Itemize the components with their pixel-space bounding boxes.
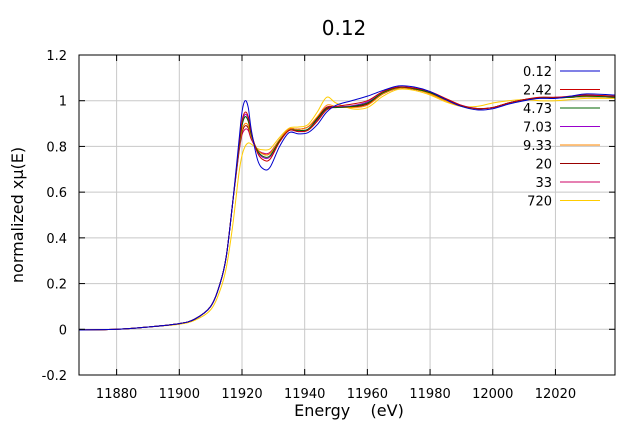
legend-label-2.42: 2.42 xyxy=(523,84,552,99)
y-tick-label: 1.2 xyxy=(46,49,67,64)
y-tick-label: -0.2 xyxy=(42,369,67,384)
x-axis-label: Energy (eV) xyxy=(294,401,404,420)
y-axis-label: normalized xμ(E) xyxy=(8,147,27,283)
y-tick-label: 1 xyxy=(59,95,67,110)
x-tick-label: 11980 xyxy=(409,387,450,402)
x-tick-label: 12020 xyxy=(535,387,576,402)
legend-label-0.12: 0.12 xyxy=(523,65,552,80)
legend-label-4.73: 4.73 xyxy=(523,102,552,117)
legend-label-9.33: 9.33 xyxy=(523,139,552,154)
y-tick-label: 0.6 xyxy=(46,186,67,201)
legend: 0.12 2.42 4.73 7.03 9.33 20 33 720 xyxy=(523,65,600,210)
x-tick-label: 11940 xyxy=(284,387,325,402)
x-tick-label: 11920 xyxy=(221,387,262,402)
legend-label-20: 20 xyxy=(535,158,552,173)
x-tick-label: 11960 xyxy=(347,387,388,402)
y-tick-label: 0.8 xyxy=(46,140,67,155)
series-line-0.12 xyxy=(78,85,616,331)
y-tick-label: 0.2 xyxy=(46,278,67,293)
x-tick-label: 11880 xyxy=(96,387,137,402)
axis-ticks: 11880 11900 11920 11940 11960 11980 12000 12020… xyxy=(42,49,615,402)
x-tick-label: 12000 xyxy=(472,387,513,402)
legend-label-720: 720 xyxy=(527,195,552,210)
chart-title: 0.12 xyxy=(322,16,367,40)
grid xyxy=(79,54,615,376)
plot-frame xyxy=(78,54,616,376)
y-tick-label: 0.4 xyxy=(46,232,67,247)
plot-series xyxy=(78,85,616,331)
x-tick-label: 11900 xyxy=(159,387,200,402)
legend-label-7.03: 7.03 xyxy=(523,121,552,136)
y-tick-label: 0 xyxy=(59,323,67,338)
legend-label-33: 33 xyxy=(535,176,552,191)
series-line-720 xyxy=(78,88,616,331)
